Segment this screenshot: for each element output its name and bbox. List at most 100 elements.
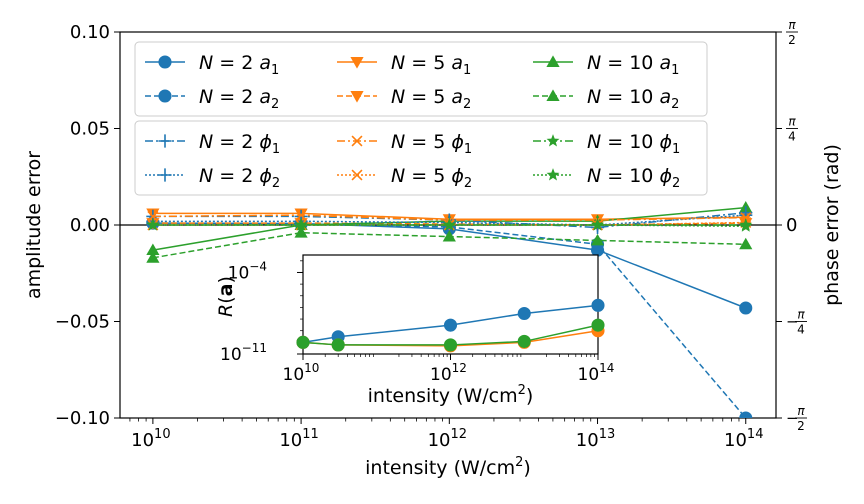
y2-denominator: 4 bbox=[797, 323, 805, 337]
inset-x-tick-label: 1010 bbox=[283, 361, 320, 385]
inset-data-point bbox=[443, 318, 458, 332]
y2-zero-label: 0 bbox=[786, 215, 797, 236]
inset-chart: 1010 1012 1014 10−11 10−4 intensity (W/cm2) R(… bbox=[215, 254, 615, 407]
legend-label: N = 2 ϕ2 bbox=[199, 165, 280, 191]
legend-label: N = 10 ϕ1 bbox=[587, 131, 680, 157]
x-tick-label: 1013 bbox=[576, 427, 615, 451]
legend-marker bbox=[350, 57, 364, 69]
inset-x-tick-label: 1014 bbox=[578, 361, 615, 385]
legend-phase: N = 2 ϕ1 N = 2 ϕ2 N = 5 ϕ1 N = 5 ϕ2 N = 10 ϕ… bbox=[134, 120, 708, 196]
legend-label: N = 2 a2 bbox=[199, 86, 279, 112]
x-tick-label: 1014 bbox=[724, 427, 763, 451]
legend-frame bbox=[134, 41, 708, 117]
legend-frame bbox=[134, 120, 708, 196]
legend-item: N = 2 a2 bbox=[145, 86, 279, 112]
series-10-phi2 bbox=[146, 218, 753, 232]
inset-data-point bbox=[517, 334, 531, 348]
legend-amplitude: N = 2 a1 N = 2 a2 N = 5 a1 N = 5 a2 N = 10 a… bbox=[134, 41, 708, 117]
legend-item: N = 10 ϕ2 bbox=[533, 165, 680, 191]
data-point bbox=[295, 209, 307, 221]
pi-symbol: π bbox=[797, 404, 805, 418]
y2-tick-label: −π2 bbox=[786, 404, 807, 433]
legend-marker bbox=[158, 55, 172, 69]
inset-data-point bbox=[443, 338, 458, 352]
legend: N = 2 a1 N = 2 a2 N = 5 a1 N = 5 a2 N = 10 a… bbox=[134, 41, 708, 196]
inset-y-axis-label: R(a) bbox=[215, 276, 237, 317]
inset-data-point bbox=[591, 318, 605, 332]
data-point bbox=[739, 301, 753, 315]
legend-label: N = 5 a2 bbox=[391, 86, 471, 112]
y2-tick-label: π2 bbox=[786, 18, 798, 47]
data-point bbox=[442, 218, 456, 231]
legend-marker bbox=[351, 169, 363, 181]
data-point bbox=[590, 233, 605, 246]
data-point bbox=[739, 411, 753, 418]
legend-item: N = 5 a1 bbox=[337, 52, 471, 78]
legend-item: N = 2 a1 bbox=[145, 52, 279, 78]
y2-tick-label: 0 bbox=[786, 215, 797, 236]
pi-symbol: π bbox=[797, 308, 805, 322]
legend-item: N = 10 ϕ1 bbox=[533, 131, 680, 157]
main-series bbox=[146, 201, 753, 418]
data-point bbox=[591, 218, 605, 231]
pi-symbol: π bbox=[788, 18, 796, 32]
data-point bbox=[294, 226, 308, 238]
data-point bbox=[739, 219, 753, 232]
legend-item: N = 5 ϕ2 bbox=[337, 165, 472, 191]
series-line bbox=[152, 211, 746, 229]
legend-item: N = 2 ϕ2 bbox=[145, 165, 280, 191]
main-axes: 1010 1011 1012 1013 1014 intensity (W/cm2) 0.1… bbox=[23, 18, 843, 479]
y-tick-label: −0.10 bbox=[55, 408, 110, 429]
legend-marker bbox=[351, 135, 363, 147]
legend-item: N = 5 ϕ1 bbox=[337, 131, 472, 157]
data-point bbox=[442, 229, 456, 242]
data-point bbox=[294, 218, 308, 231]
legend-marker bbox=[546, 55, 560, 67]
y2-denominator: 2 bbox=[788, 33, 796, 47]
legend-marker bbox=[158, 168, 172, 182]
y2-tick-label: π4 bbox=[786, 115, 798, 144]
legend-label: N = 2 ϕ1 bbox=[199, 131, 280, 157]
y-tick-label: 0.10 bbox=[70, 22, 110, 43]
data-point bbox=[146, 243, 160, 256]
legend-item: N = 10 a2 bbox=[533, 86, 679, 112]
y-axis-label: amplitude error bbox=[23, 151, 45, 299]
y2-sign: − bbox=[786, 409, 799, 427]
inset-data-point bbox=[591, 298, 605, 312]
legend-item: N = 10 a1 bbox=[533, 52, 679, 78]
x-tick-label: 1011 bbox=[279, 427, 318, 451]
y2-denominator: 4 bbox=[788, 130, 796, 144]
y-tick-label: 0.00 bbox=[70, 215, 110, 236]
x-tick-label: 1012 bbox=[428, 427, 467, 451]
legend-label: N = 5 a1 bbox=[391, 52, 471, 78]
y2-axis-label: phase error (rad) bbox=[821, 144, 843, 306]
inset-y-tick-label: 10−11 bbox=[220, 341, 267, 365]
series-layer bbox=[146, 201, 753, 418]
x-axis-label: intensity (W/cm2) bbox=[365, 455, 531, 479]
legend-label: N = 10 a2 bbox=[587, 86, 679, 112]
y-tick-label: −0.05 bbox=[55, 312, 110, 333]
pi-symbol: π bbox=[788, 115, 796, 129]
data-point bbox=[146, 218, 160, 231]
inset-data-point bbox=[296, 335, 310, 349]
data-point bbox=[739, 237, 753, 250]
series-line bbox=[152, 214, 746, 221]
series-10-a2 bbox=[146, 226, 753, 263]
data-point bbox=[147, 210, 159, 222]
legend-marker bbox=[546, 89, 560, 101]
x-tick-label: 1010 bbox=[131, 427, 170, 451]
legend-label: N = 2 a1 bbox=[199, 52, 279, 78]
data-point bbox=[146, 251, 160, 263]
legend-marker bbox=[158, 134, 172, 148]
legend-item: N = 5 a2 bbox=[337, 86, 471, 112]
inset-data-point bbox=[517, 306, 531, 321]
data-point bbox=[740, 212, 752, 224]
legend-label: N = 5 ϕ2 bbox=[391, 165, 472, 191]
inset-x-tick-label: 1012 bbox=[430, 361, 467, 385]
y2-tick-label: −π4 bbox=[786, 308, 807, 337]
inset-y-tick-label: 10−4 bbox=[228, 259, 267, 283]
legend-marker bbox=[350, 91, 364, 103]
legend-label: N = 5 ϕ1 bbox=[391, 131, 472, 157]
inset-data-point bbox=[331, 338, 345, 352]
